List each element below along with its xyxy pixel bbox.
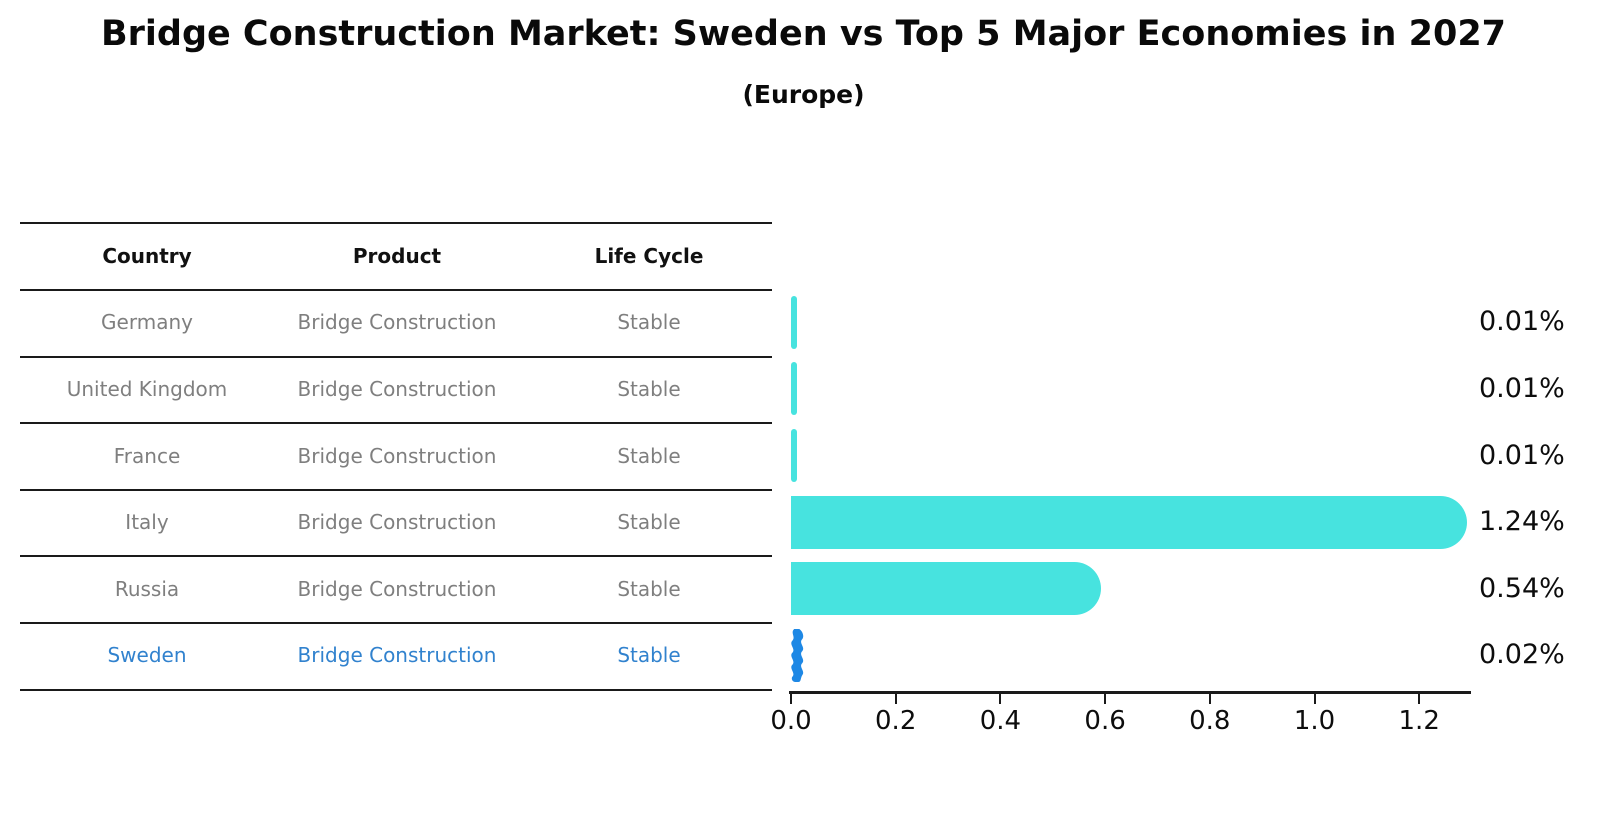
life-cycle-cell: Stable — [617, 510, 681, 535]
table-rule — [20, 488, 772, 491]
table-rule — [20, 289, 772, 291]
x-tick-mark — [1104, 694, 1107, 704]
x-tick-label: 1.2 — [1398, 706, 1440, 736]
x-tick-label: 0.6 — [1084, 706, 1126, 736]
bar-united-kingdom — [791, 362, 798, 416]
page-title: Bridge Construction Market: Sweden vs To… — [100, 14, 1507, 54]
column-header: Product — [352, 243, 442, 268]
life-cycle-cell: Stable — [617, 310, 681, 335]
product-cell: Bridge Construction — [297, 510, 497, 535]
x-tick-label: 0.0 — [770, 706, 812, 736]
table-rule — [20, 355, 772, 358]
x-tick-mark — [1208, 694, 1211, 704]
table-rule — [20, 222, 772, 224]
life-cycle-cell: Stable — [617, 643, 681, 668]
product-cell: Bridge Construction — [297, 443, 497, 468]
x-tick-mark — [1313, 694, 1316, 704]
page-subtitle: (Europe) — [742, 80, 865, 109]
x-tick-label: 0.4 — [979, 706, 1022, 736]
product-cell: Bridge Construction — [297, 310, 497, 335]
country-cell: Italy — [125, 510, 169, 535]
value-label-sweden: 0.02% — [1479, 639, 1565, 671]
table-rule — [20, 688, 772, 691]
country-cell: Germany — [101, 310, 193, 335]
x-tick-label: 0.2 — [875, 706, 917, 736]
value-label-france: 0.01% — [1479, 439, 1565, 471]
x-tick-mark — [1418, 694, 1421, 704]
life-cycle-cell: Stable — [617, 443, 681, 468]
x-axis-line — [789, 691, 1471, 694]
x-tick-mark — [894, 694, 897, 704]
table-rule — [20, 622, 772, 624]
product-cell: Bridge Construction — [297, 376, 497, 401]
value-label-russia: 0.54% — [1479, 572, 1565, 604]
country-cell: United Kingdom — [66, 376, 228, 401]
value-label-italy: 1.24% — [1479, 506, 1565, 538]
product-cell: Bridge Construction — [297, 643, 497, 668]
x-tick-label: 0.8 — [1189, 706, 1231, 736]
product-cell: Bridge Construction — [297, 576, 497, 601]
bar-sweden-highlighted — [789, 627, 805, 688]
bar-france — [791, 429, 798, 482]
bar-italy — [791, 495, 1468, 549]
x-tick-mark — [999, 694, 1002, 704]
value-label-united-kingdom: 0.01% — [1479, 372, 1565, 404]
table-rule — [20, 422, 772, 425]
x-tick-label: 1.0 — [1293, 706, 1336, 736]
country-cell: France — [113, 443, 181, 468]
country-cell: Russia — [114, 576, 180, 601]
bar-russia — [791, 562, 1101, 616]
x-tick-mark — [790, 694, 792, 704]
table-rule — [20, 555, 772, 558]
life-cycle-cell: Stable — [617, 376, 681, 401]
value-label-germany: 0.01% — [1479, 306, 1565, 338]
life-cycle-cell: Stable — [617, 576, 681, 601]
column-header: Country — [102, 243, 192, 268]
bar-germany — [791, 295, 798, 349]
column-header: Life Cycle — [594, 243, 704, 268]
country-cell: Sweden — [107, 643, 187, 668]
